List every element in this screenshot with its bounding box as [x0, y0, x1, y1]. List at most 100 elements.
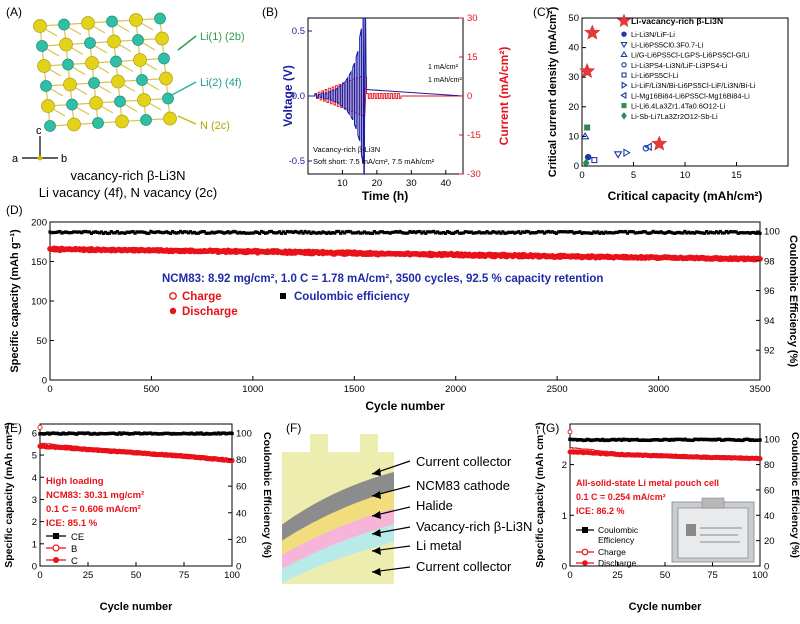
n-atom — [33, 19, 47, 33]
chart-d-y2label: Coulombic Efficiency (%) — [787, 235, 799, 367]
ce-point — [744, 437, 749, 441]
ce-point — [297, 231, 301, 235]
legend-c-marker — [620, 41, 628, 49]
ce-point — [222, 431, 226, 435]
ce-point — [135, 230, 139, 234]
ce-point — [558, 230, 562, 234]
ce-point — [530, 231, 535, 235]
ce-point — [445, 230, 450, 234]
legend-c-entry: Li-Li3N/LiF-Li — [631, 30, 675, 39]
ce-point — [119, 231, 123, 235]
ce-point — [465, 230, 469, 234]
ce-point — [40, 431, 44, 436]
ce-point — [658, 438, 662, 442]
ce-point — [157, 230, 161, 234]
ce-point — [614, 438, 618, 442]
ce-point — [216, 431, 221, 435]
panel-a: (A) Li(1) (2b) Li(2) (4f) N (2c) c a b v… — [6, 5, 245, 200]
ce-point — [453, 230, 458, 234]
ce-point — [712, 437, 716, 442]
ce-point — [598, 231, 602, 236]
legend-e: CE B C — [46, 532, 84, 567]
chart-c-ytick-label: 40 — [568, 43, 579, 54]
ce-point — [457, 231, 461, 235]
ce-point — [94, 432, 98, 436]
ce-point — [244, 231, 248, 235]
ce-point — [756, 438, 760, 442]
ce-point — [220, 230, 224, 234]
ce-point — [594, 231, 598, 235]
y2tick-label: 80 — [236, 455, 247, 466]
chart-b-content: 10 20 30 40 -0.5 0.0 0.5 -30 -15 0 15 30 — [289, 13, 481, 189]
ce-point — [507, 230, 511, 234]
ce-point — [501, 230, 505, 234]
layer-label-li3n: Vacancy-rich β-Li3N — [416, 519, 532, 534]
layer-label-collector-bottom: Current collector — [416, 559, 512, 574]
ce-point — [263, 231, 268, 235]
ce-point — [424, 231, 428, 235]
ce-point — [602, 438, 607, 443]
ce-point — [68, 231, 72, 235]
ce-point — [315, 231, 319, 235]
ce-point — [88, 432, 93, 436]
ce-point — [681, 438, 685, 442]
ce-point — [313, 231, 317, 235]
y2tick-label: 100 — [764, 226, 780, 237]
legend-d-discharge: Discharge — [182, 306, 238, 318]
ce-point — [86, 431, 91, 435]
ce-point — [101, 231, 105, 236]
ce-point — [364, 231, 369, 235]
ce-point — [180, 231, 185, 235]
chart-c-ytick-label: 0 — [574, 161, 579, 172]
ce-point — [345, 230, 349, 234]
ce-point — [758, 438, 762, 442]
ce-point — [91, 230, 96, 234]
ce-point — [394, 230, 398, 234]
xtick-label: 100 — [224, 570, 240, 581]
ce-point — [205, 431, 209, 436]
ce-point — [625, 437, 630, 442]
ce-point — [432, 229, 436, 234]
ce-point — [584, 231, 588, 235]
ce-point — [149, 229, 153, 234]
legend-c-marker — [621, 81, 628, 89]
xtick-label: 0 — [567, 570, 572, 581]
legend-c-marker — [621, 62, 627, 68]
ce-point — [53, 431, 58, 436]
ce-point — [469, 230, 473, 234]
chart-c-xtick-label: 15 — [731, 170, 742, 181]
legend-c-entry: Li-Li3PS4-Li3N/LiF-Li3PS4-Li — [631, 61, 728, 70]
chart-b-y2tick-label: 30 — [467, 13, 478, 24]
xtick-label: 25 — [612, 570, 623, 581]
ce-point — [151, 230, 155, 234]
ce-point — [639, 438, 643, 443]
ytick-label: 0 — [562, 562, 567, 573]
ce-point — [687, 230, 691, 234]
ce-point — [523, 230, 527, 234]
ce-point — [604, 438, 609, 442]
ce-point — [378, 230, 382, 234]
ce-point — [727, 437, 731, 442]
panel-f-label: (F) — [286, 421, 301, 435]
li-atom — [106, 15, 118, 28]
ce-point — [580, 231, 584, 235]
chart-b-ytick-label: 0.0 — [292, 91, 305, 102]
panel-a-label: (A) — [6, 5, 22, 19]
ce-point — [641, 230, 645, 234]
ce-point — [137, 431, 141, 435]
scatter-point-8 — [584, 124, 591, 131]
li-atom — [110, 55, 122, 68]
n-atom — [137, 93, 151, 107]
legend-c-entry: Li/G-Li6PS5Cl-LGPS-Li6PS5Cl-G/Li — [631, 51, 750, 60]
annotation-e-3: 0.1 C = 0.606 mA/cm² — [46, 504, 141, 515]
ce-point — [599, 438, 603, 442]
ce-point — [145, 231, 149, 235]
ce-point — [111, 231, 115, 235]
ce-point — [721, 438, 726, 442]
ce-point — [608, 438, 613, 442]
ytick-label: 0 — [32, 562, 37, 573]
ce-point — [109, 230, 113, 234]
ce-point — [434, 231, 438, 235]
ce-point — [623, 438, 628, 442]
cell-schematic — [282, 434, 394, 584]
